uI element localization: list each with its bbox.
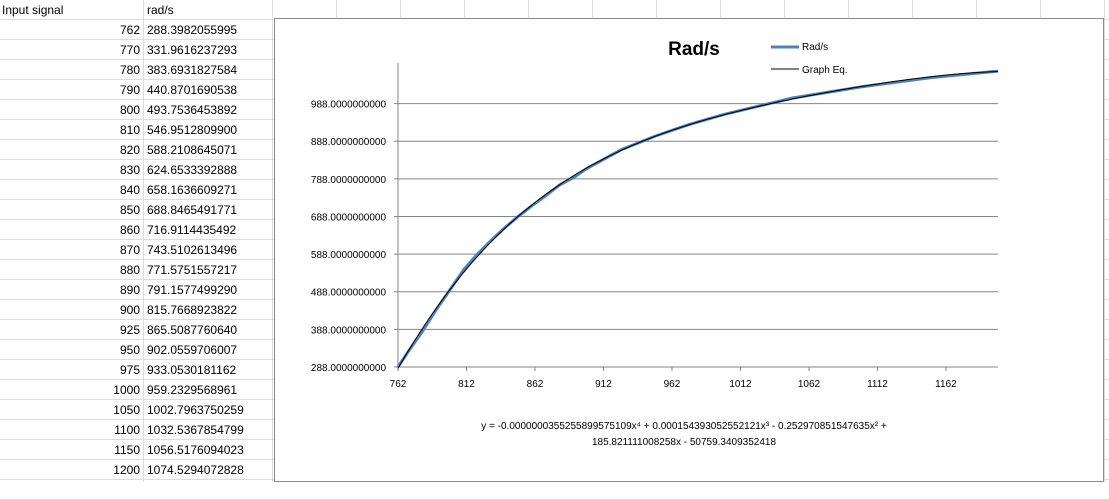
cell-rad-s[interactable]: 1002.7963750259 bbox=[147, 400, 244, 420]
x-tick-label: 1012 bbox=[729, 379, 752, 390]
legend-label-graph-eq: Graph Eq. bbox=[802, 65, 848, 76]
cell-input-signal[interactable]: 790 bbox=[60, 80, 140, 100]
trendline-graph-eq bbox=[398, 72, 998, 369]
y-tick-label: 488.0000000000 bbox=[311, 288, 387, 299]
cell-input-signal[interactable]: 830 bbox=[60, 160, 140, 180]
cell-input-signal[interactable]: 890 bbox=[60, 280, 140, 300]
sheet-gridline bbox=[1104, 0, 1105, 482]
y-tick-label: 788.0000000000 bbox=[311, 175, 387, 186]
x-tick-label: 812 bbox=[458, 379, 475, 390]
cell-rad-s[interactable]: 716.9114435492 bbox=[147, 220, 236, 240]
x-tick-label: 762 bbox=[390, 379, 407, 390]
sheet-gridline bbox=[272, 0, 273, 482]
x-tick-label: 1112 bbox=[867, 379, 888, 390]
cell-rad-s[interactable]: 815.7668923822 bbox=[147, 300, 237, 320]
cell-rad-s[interactable]: 1032.5367854799 bbox=[147, 420, 244, 440]
y-tick-label: 388.0000000000 bbox=[311, 325, 387, 336]
y-tick-label: 988.0000000000 bbox=[311, 100, 387, 111]
y-tick-label: 588.0000000000 bbox=[311, 250, 387, 261]
cell-rad-s[interactable]: 1056.5176094023 bbox=[147, 440, 244, 460]
x-tick-label: 962 bbox=[664, 379, 681, 390]
cell-rad-s[interactable]: 688.8465491771 bbox=[147, 200, 237, 220]
cell-input-signal[interactable]: 850 bbox=[60, 200, 140, 220]
cell-input-signal[interactable]: 840 bbox=[60, 180, 140, 200]
cell-input-signal[interactable]: 870 bbox=[60, 240, 140, 260]
cell-rad-s[interactable]: 383.6931827584 bbox=[147, 60, 237, 80]
cell-input-signal[interactable]: 1000 bbox=[60, 380, 140, 400]
cell-rad-s[interactable]: 588.2108645071 bbox=[147, 140, 237, 160]
cell-input-signal[interactable]: 770 bbox=[60, 40, 140, 60]
legend-label-rad-s: Rad/s bbox=[802, 42, 828, 53]
chart-area[interactable]: 288.0000000000 388.0000000000 488.00000000… bbox=[274, 18, 1104, 482]
cell-input-signal[interactable]: 950 bbox=[60, 340, 140, 360]
header-input-signal[interactable]: Input signal bbox=[2, 0, 63, 20]
chart-title: Rad/s bbox=[668, 39, 720, 60]
header-rad-s[interactable]: rad/s bbox=[147, 0, 174, 20]
sheet-gridline bbox=[143, 0, 144, 482]
cell-input-signal[interactable]: 1100 bbox=[60, 420, 140, 440]
cell-rad-s[interactable]: 865.5087760640 bbox=[147, 320, 237, 340]
trendline-equation-line1: y = -0.0000000355255899575109x⁴ + 0.0001… bbox=[481, 421, 887, 432]
cell-input-signal[interactable]: 900 bbox=[60, 300, 140, 320]
x-tick-label: 1062 bbox=[798, 379, 821, 390]
chart-svg: 288.0000000000 388.0000000000 488.00000000… bbox=[275, 19, 1103, 481]
cell-rad-s[interactable]: 440.8701690538 bbox=[147, 80, 237, 100]
series-line-rad-s bbox=[398, 71, 998, 367]
cell-rad-s[interactable]: 771.5751557217 bbox=[147, 260, 237, 280]
cell-rad-s[interactable]: 331.9616237293 bbox=[147, 40, 237, 60]
cell-input-signal[interactable]: 800 bbox=[60, 100, 140, 120]
cell-input-signal[interactable]: 780 bbox=[60, 60, 140, 80]
cell-input-signal[interactable]: 975 bbox=[60, 360, 140, 380]
cell-input-signal[interactable]: 762 bbox=[60, 20, 140, 40]
cell-input-signal[interactable]: 860 bbox=[60, 220, 140, 240]
cell-rad-s[interactable]: 1074.5294072828 bbox=[147, 460, 244, 480]
cell-input-signal[interactable]: 810 bbox=[60, 120, 140, 140]
cell-rad-s[interactable]: 546.9512809900 bbox=[147, 120, 237, 140]
cell-rad-s[interactable]: 959.2329568961 bbox=[147, 380, 237, 400]
trendline-equation-line2: 185.821111008258x - 50759.3409352418 bbox=[592, 437, 777, 448]
cell-rad-s[interactable]: 288.3982055995 bbox=[147, 20, 237, 40]
y-tick-label: 888.0000000000 bbox=[311, 137, 387, 148]
cell-rad-s[interactable]: 493.7536453892 bbox=[147, 100, 237, 120]
cell-rad-s[interactable]: 933.0530181162 bbox=[147, 360, 236, 380]
cell-rad-s[interactable]: 791.1577499290 bbox=[147, 280, 237, 300]
y-tick-label: 288.0000000000 bbox=[311, 363, 387, 374]
cell-input-signal[interactable]: 925 bbox=[60, 320, 140, 340]
cell-input-signal[interactable]: 1150 bbox=[60, 440, 140, 460]
x-tick-label: 862 bbox=[527, 379, 544, 390]
y-tick-label: 688.0000000000 bbox=[311, 212, 387, 223]
x-tick-label: 912 bbox=[595, 379, 612, 390]
cell-input-signal[interactable]: 880 bbox=[60, 260, 140, 280]
cell-rad-s[interactable]: 902.0559706007 bbox=[147, 340, 237, 360]
cell-input-signal[interactable]: 1200 bbox=[60, 460, 140, 480]
cell-rad-s[interactable]: 658.1636609271 bbox=[147, 180, 237, 200]
cell-input-signal[interactable]: 820 bbox=[60, 140, 140, 160]
x-tick-label: 1162 bbox=[935, 379, 957, 390]
cell-rad-s[interactable]: 743.5102613496 bbox=[147, 240, 237, 260]
cell-rad-s[interactable]: 624.6533392888 bbox=[147, 160, 237, 180]
cell-input-signal[interactable]: 1050 bbox=[60, 400, 140, 420]
